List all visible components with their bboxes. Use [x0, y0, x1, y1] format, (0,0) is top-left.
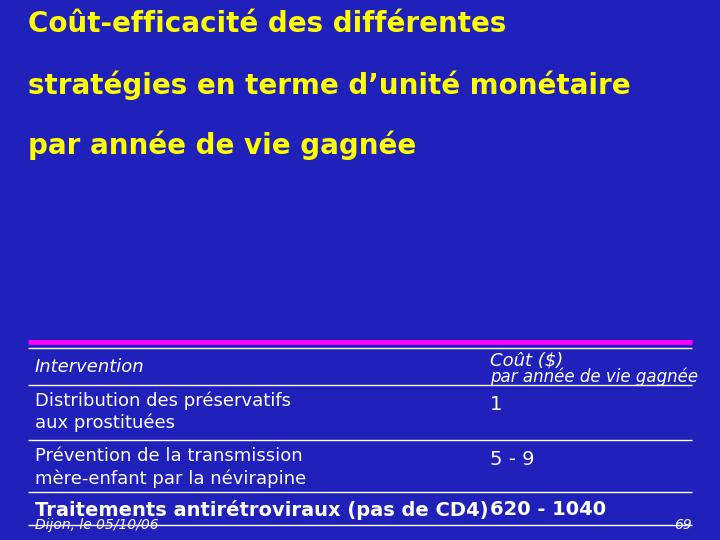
Text: Prévention de la transmission: Prévention de la transmission — [35, 447, 302, 465]
Text: aux prostituées: aux prostituées — [35, 414, 175, 433]
Text: Distribution des préservatifs: Distribution des préservatifs — [35, 392, 291, 410]
Text: 69: 69 — [674, 518, 692, 532]
Text: stratégies en terme d’unité monétaire: stratégies en terme d’unité monétaire — [28, 70, 631, 99]
Text: 5 - 9: 5 - 9 — [490, 450, 534, 469]
Text: par année de vie gagnée: par année de vie gagnée — [28, 130, 416, 159]
Text: Coût-efficacité des différentes: Coût-efficacité des différentes — [28, 10, 506, 38]
Text: Dijon, le 05/10/06: Dijon, le 05/10/06 — [35, 518, 158, 532]
Text: Traitements antirétroviraux (pas de CD4): Traitements antirétroviraux (pas de CD4) — [35, 500, 488, 520]
Text: Intervention: Intervention — [35, 358, 145, 376]
Text: mère-enfant par la névirapine: mère-enfant par la névirapine — [35, 469, 306, 488]
Text: 1: 1 — [490, 395, 503, 414]
Text: Coût ($): Coût ($) — [490, 352, 563, 370]
Text: 620 - 1040: 620 - 1040 — [490, 500, 606, 519]
Text: par année de vie gagnée: par année de vie gagnée — [490, 367, 698, 386]
